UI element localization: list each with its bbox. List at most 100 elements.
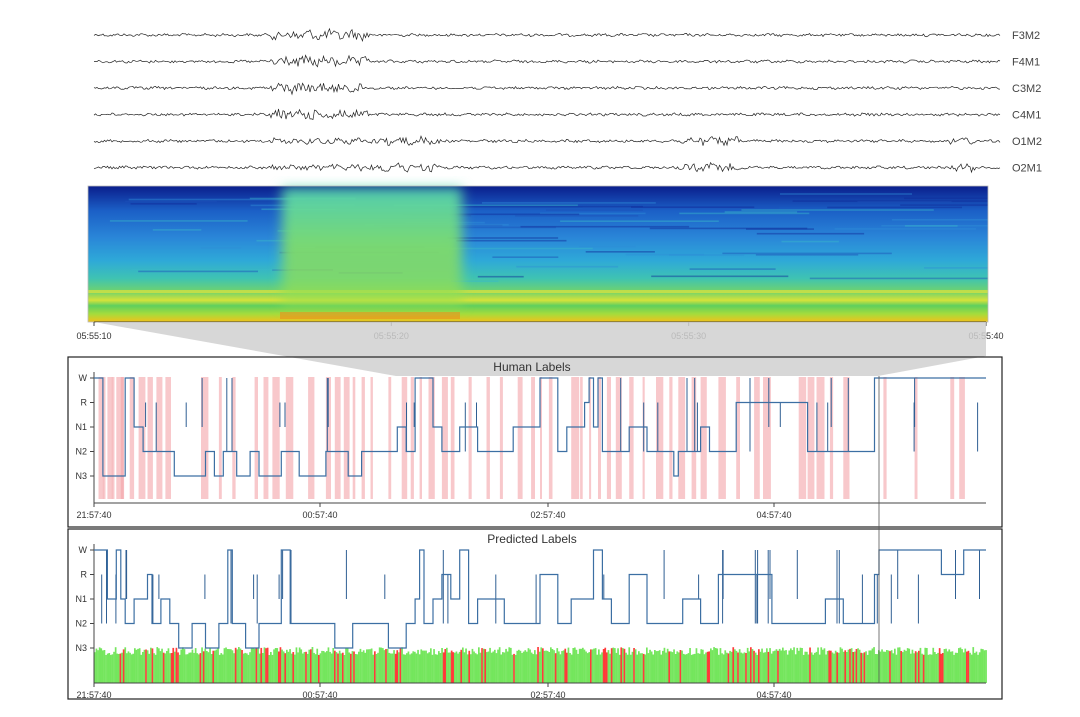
confidence-bar — [142, 652, 144, 683]
confidence-bar — [490, 652, 493, 683]
confidence-bar — [364, 652, 367, 683]
confidence-bar — [442, 652, 445, 683]
confidence-bar — [468, 650, 471, 683]
confidence-bar — [495, 653, 498, 683]
confidence-bar — [985, 650, 987, 683]
predicted-labels-panel: Predicted Labels W R N1 N2 N3 21:57:40 00:57:… — [67, 528, 1003, 700]
confidence-bar — [727, 653, 730, 683]
confidence-bar — [553, 650, 555, 683]
confidence-bar — [639, 653, 642, 683]
disagreement-band — [950, 377, 955, 499]
confidence-bar — [865, 651, 867, 683]
confidence-bar — [881, 649, 883, 683]
confidence-bar — [148, 653, 151, 683]
confidence-bar — [914, 651, 917, 683]
confidence-bar — [698, 653, 701, 683]
disagreement-band — [736, 377, 740, 499]
confidence-bar — [527, 648, 530, 683]
confidence-bar — [758, 649, 760, 683]
spectrogram-band — [280, 312, 460, 319]
confidence-bar — [279, 647, 282, 683]
confidence-bar — [298, 647, 301, 683]
confidence-bar — [689, 648, 691, 683]
confidence-bar — [634, 649, 637, 683]
confidence-bar — [655, 651, 658, 683]
disagreement-band — [531, 377, 535, 499]
disagreement-band — [656, 377, 664, 499]
confidence-bar — [644, 654, 647, 683]
confidence-bar — [374, 651, 376, 683]
confidence-bar — [249, 652, 251, 683]
confidence-bar — [964, 648, 967, 683]
confidence-bar — [794, 654, 797, 683]
spectrogram-streak — [131, 268, 290, 271]
confidence-bar — [980, 648, 983, 683]
disagreement-band — [959, 377, 965, 499]
confidence-bar — [662, 650, 664, 683]
confidence-bar — [367, 649, 370, 683]
confidence-bar — [409, 654, 411, 683]
confidence-bar — [108, 653, 111, 683]
confidence-bar — [287, 651, 290, 683]
confidence-bar — [193, 652, 195, 683]
disagreement-band — [517, 377, 523, 499]
confidence-bar — [559, 654, 562, 683]
confidence-bar — [956, 652, 959, 683]
confidence-bar — [338, 650, 341, 683]
confidence-bar — [134, 648, 136, 683]
confidence-bar — [762, 652, 765, 683]
disagreement-band — [883, 377, 887, 499]
stage-label: W — [79, 545, 88, 555]
disagreement-band — [98, 377, 104, 499]
confidence-bar — [687, 653, 690, 683]
confidence-bar — [196, 653, 199, 683]
spectrogram-streak — [477, 275, 524, 278]
stage-label: N1 — [75, 422, 87, 432]
confidence-bar — [254, 648, 256, 683]
confidence-bar — [340, 653, 343, 683]
spectrogram-tick-label: 05:55:10 — [76, 331, 111, 341]
spectrogram-streak — [781, 240, 839, 243]
confidence-bar — [862, 653, 864, 683]
confidence-bar — [778, 648, 781, 683]
confidence-bar — [118, 654, 120, 683]
disagreement-band — [829, 377, 834, 499]
confidence-bar — [372, 654, 375, 683]
disagreement-band — [615, 377, 622, 499]
confidence-bar — [958, 648, 960, 683]
confidence-bar — [849, 648, 851, 683]
confidence-bar — [126, 653, 128, 683]
confidence-bar — [818, 654, 821, 683]
disagreement-band — [754, 377, 760, 499]
spectrogram-band — [88, 290, 988, 293]
spectrogram-streak — [393, 204, 578, 207]
confidence-bar — [919, 647, 922, 683]
confidence-bar — [234, 647, 237, 683]
confidence-bar — [868, 650, 871, 683]
confidence-bar — [962, 652, 965, 683]
confidence-bar — [681, 650, 683, 683]
confidence-bar — [786, 654, 789, 683]
disagreement-band — [218, 377, 222, 499]
stage-label: N3 — [75, 471, 87, 481]
confidence-bar — [111, 654, 114, 683]
confidence-bar — [601, 652, 603, 683]
confidence-bar — [873, 647, 875, 683]
disagreement-band — [254, 377, 258, 499]
confidence-bar — [599, 654, 602, 683]
disagreement-band — [807, 377, 815, 499]
confidence-bar — [953, 654, 955, 683]
confidence-bar — [116, 653, 119, 683]
confidence-bar — [263, 647, 266, 683]
confidence-bar — [127, 651, 130, 683]
confidence-bar — [767, 651, 770, 683]
confidence-bar — [660, 654, 663, 683]
confidence-bar — [726, 652, 728, 683]
confidence-bar — [399, 648, 402, 683]
confidence-bar — [921, 653, 923, 683]
eeg-traces: F3M2 F4M1 C3M2 C4M1 O1M2 O2M1 — [93, 27, 1042, 175]
confidence-bar — [356, 654, 359, 683]
confidence-bar — [558, 651, 560, 683]
confidence-bar — [132, 653, 135, 683]
disagreement-band — [129, 377, 135, 499]
